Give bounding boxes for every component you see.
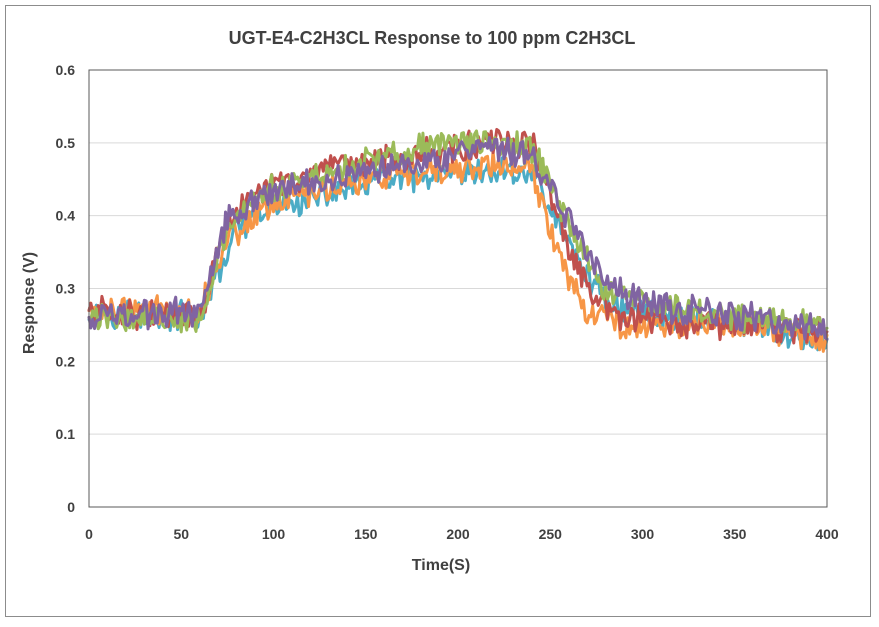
y-tick-label: 0.1 bbox=[56, 426, 76, 442]
y-tick-label: 0 bbox=[67, 499, 75, 515]
y-tick-label: 0.4 bbox=[56, 208, 76, 224]
chart-title: UGT-E4-C2H3CL Response to 100 ppm C2H3CL bbox=[229, 28, 636, 48]
x-tick-label: 300 bbox=[631, 526, 655, 542]
x-tick-label: 400 bbox=[815, 526, 839, 542]
y-tick-label: 0.6 bbox=[56, 62, 76, 78]
x-tick-label: 350 bbox=[723, 526, 747, 542]
x-tick-label: 200 bbox=[446, 526, 470, 542]
x-tick-label: 150 bbox=[354, 526, 378, 542]
y-tick-label: 0.3 bbox=[56, 281, 76, 297]
x-axis-title: Time(S) bbox=[412, 557, 470, 574]
tick-labels: 0 0.1 0.2 0.3 0.4 0.5 0.6 0 50 100 150 200 250 300 350… bbox=[56, 62, 839, 542]
series-group bbox=[87, 127, 829, 353]
y-tick-label: 0.2 bbox=[56, 353, 76, 369]
x-tick-label: 0 bbox=[85, 526, 93, 542]
x-tick-label: 50 bbox=[173, 526, 189, 542]
plot-area bbox=[88, 69, 828, 508]
y-axis-title: Response (V) bbox=[21, 252, 38, 354]
x-tick-label: 100 bbox=[262, 526, 286, 542]
series-line bbox=[87, 136, 829, 341]
y-tick-label: 0.5 bbox=[56, 135, 76, 151]
gridlines bbox=[89, 142, 827, 435]
x-tick-label: 250 bbox=[539, 526, 563, 542]
series-line bbox=[87, 129, 829, 338]
